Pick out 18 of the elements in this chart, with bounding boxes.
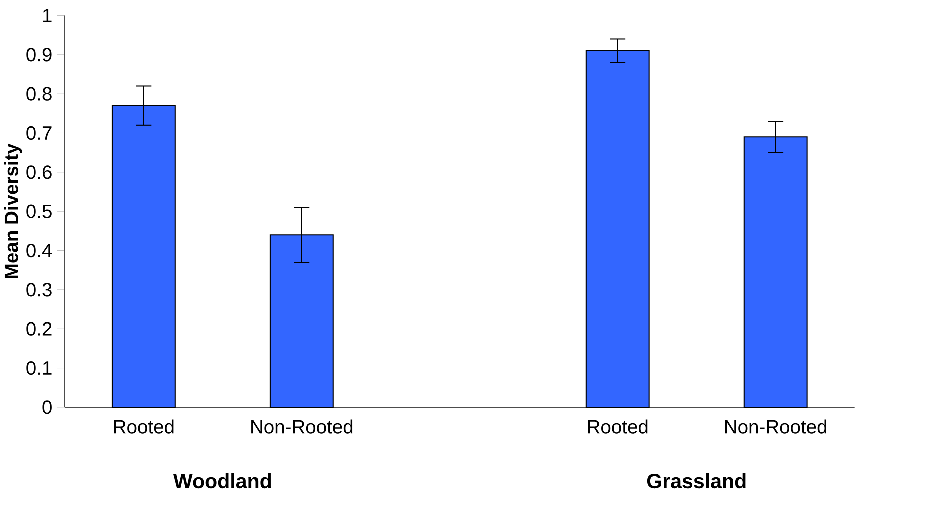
y-tick-label: 0.8	[26, 87, 52, 102]
text: Woodland	[173, 474, 272, 489]
y-tick-label: 1	[43, 9, 52, 22]
y-tick-label: 0.9	[26, 48, 52, 62]
y-axis-title: Mean Diversity	[4, 144, 22, 278]
x-tick-label: Non-Rooted	[252, 420, 353, 434]
x-tick-label: Rooted	[114, 420, 174, 434]
y-tick-label: 0.2	[26, 322, 52, 336]
x-tick-label: Non-Rooted	[725, 420, 827, 434]
y-tick-label: 0.1	[26, 362, 52, 376]
y-tick-label: 0	[42, 400, 52, 414]
y-tick-label: 0.5	[26, 204, 52, 219]
y-tick-label: 0.7	[26, 126, 52, 140]
y-tick-label: 0.3	[26, 283, 52, 297]
x-tick-label: Rooted	[588, 420, 648, 434]
text: Grassland	[647, 474, 746, 489]
y-tick-label: 0.4	[26, 244, 52, 258]
y-tick-label: 0.6	[26, 166, 52, 180]
